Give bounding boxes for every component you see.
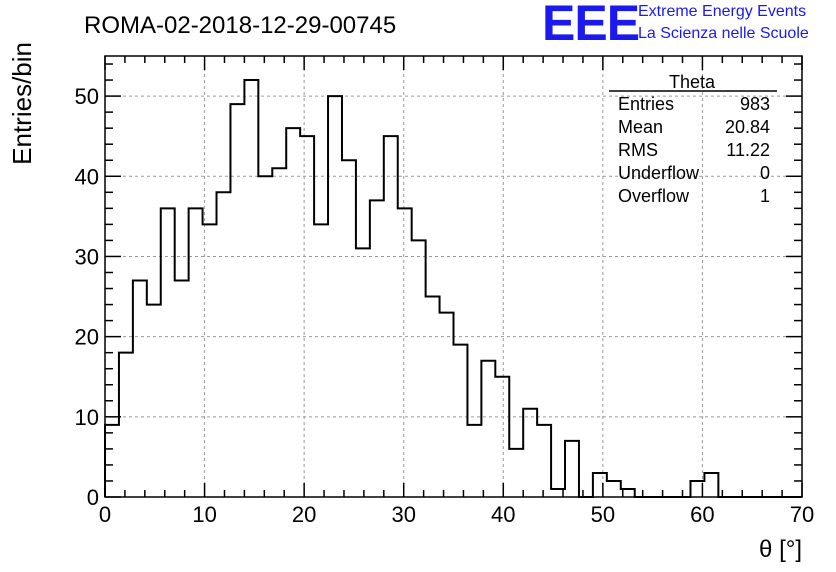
stats-title: Theta — [669, 72, 716, 92]
x-tick-label: 50 — [591, 502, 615, 527]
y-tick-label: 50 — [75, 84, 99, 109]
stats-value: 11.22 — [726, 140, 770, 160]
x-tick-label: 0 — [99, 502, 111, 527]
y-axis-label: Entries/bin — [7, 42, 37, 165]
x-tick-label: 40 — [491, 502, 515, 527]
stats-label: RMS — [618, 140, 658, 160]
logo-text-line2: La Scienza nelle Scuole — [638, 25, 809, 42]
stats-value: 0 — [760, 163, 770, 183]
chart-title: ROMA-02-2018-12-29-00745 — [84, 12, 396, 39]
x-tick-label: 30 — [391, 502, 415, 527]
stats-label: Mean — [618, 117, 663, 137]
y-tick-label: 10 — [75, 405, 99, 430]
y-tick-label: 40 — [75, 164, 99, 189]
eee-logo: EEE — [542, 0, 640, 51]
x-tick-label: 10 — [192, 502, 216, 527]
histogram-outline — [104, 79, 802, 498]
logo-text-line1: Extreme Energy Events — [638, 3, 807, 20]
y-tick-label: 0 — [87, 485, 99, 510]
x-tick-label: 60 — [690, 502, 714, 527]
axis-ticks — [104, 56, 803, 498]
y-tick-label: 30 — [75, 244, 99, 269]
x-tick-label: 70 — [790, 502, 814, 527]
grid-lines — [105, 56, 802, 497]
stats-value: 983 — [740, 94, 770, 114]
stats-box: Theta Entries 983 Mean 20.84 RMS 11.22 Underfl… — [609, 72, 777, 206]
stats-label: Entries — [618, 94, 674, 114]
stats-label: Underflow — [618, 163, 700, 183]
stats-label: Overflow — [618, 186, 690, 206]
x-tick-label: 20 — [292, 502, 316, 527]
y-tick-labels: 0 10 20 30 40 50 — [75, 84, 99, 510]
x-axis-label: θ [°] — [759, 536, 802, 563]
x-tick-labels: 0 10 20 30 40 50 60 70 — [99, 502, 814, 527]
stats-value: 1 — [760, 186, 770, 206]
y-tick-label: 20 — [75, 325, 99, 350]
stats-value: 20.84 — [725, 117, 770, 137]
plot-frame — [104, 55, 803, 498]
stats-rows: Entries 983 Mean 20.84 RMS 11.22 Underflow 0 Ove… — [618, 94, 770, 206]
